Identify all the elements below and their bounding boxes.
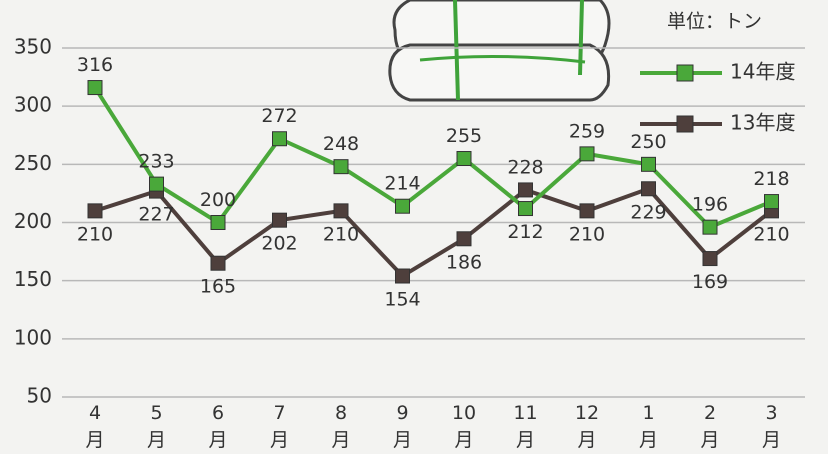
data-marker (333, 159, 349, 175)
data-marker (518, 182, 533, 198)
data-label: 214 (384, 173, 420, 195)
y-tick-label: 100 (14, 325, 52, 349)
data-marker (764, 194, 779, 210)
data-label: 212 (507, 221, 543, 243)
data-marker (395, 268, 410, 284)
data-marker (395, 198, 410, 214)
data-marker (702, 251, 718, 267)
data-label: 210 (77, 223, 113, 245)
data-label: 165 (200, 276, 236, 298)
x-tick-label: 11 月 (513, 402, 537, 451)
data-label: 259 (569, 120, 605, 142)
data-marker (518, 201, 533, 217)
data-marker (149, 176, 164, 192)
y-tick-label: 150 (14, 267, 52, 291)
data-marker (579, 146, 595, 162)
series-line (93, 86, 773, 230)
data-label: 169 (692, 271, 728, 293)
data-label: 229 (630, 201, 666, 223)
data-label: 250 (630, 131, 666, 153)
illustration (388, 0, 611, 102)
y-tick-label: 350 (14, 35, 52, 59)
data-label: 154 (384, 289, 420, 311)
data-label: 227 (138, 204, 174, 226)
data-marker (456, 151, 472, 167)
x-tick-label: 10 月 (452, 402, 476, 451)
y-tick-label: 200 (14, 209, 52, 233)
data-label: 233 (138, 151, 174, 173)
data-label: 248 (323, 133, 359, 155)
data-marker (272, 131, 287, 147)
data-label: 316 (77, 54, 113, 76)
x-tick-label: 12 月 (575, 402, 599, 451)
data-label: 218 (753, 168, 789, 190)
y-tick-label: 250 (14, 151, 52, 175)
legend-swatch (676, 64, 694, 82)
legend-label: 13年度 (730, 111, 795, 135)
y-tick-label: 300 (14, 93, 52, 117)
data-label: 200 (200, 189, 236, 211)
data-marker (210, 255, 226, 271)
data-marker (456, 231, 472, 247)
legend-label: 14年度 (730, 60, 795, 84)
data-marker (87, 203, 103, 219)
data-label: 228 (507, 156, 543, 178)
legend-swatch (676, 115, 694, 133)
data-label: 210 (323, 223, 359, 245)
data-label: 210 (569, 223, 605, 245)
data-label: 272 (261, 105, 297, 127)
data-label: 255 (446, 125, 482, 147)
data-marker (210, 215, 226, 230)
data-marker (333, 203, 349, 219)
unit-label: 単位：トン (667, 11, 762, 33)
series-line (94, 186, 773, 279)
y-tick-label: 50 (27, 384, 52, 408)
data-marker (87, 80, 103, 96)
data-label: 186 (446, 251, 482, 273)
data-label: 210 (753, 223, 789, 245)
data-label: 196 (692, 194, 728, 216)
data-marker (641, 181, 656, 197)
data-marker (641, 156, 656, 172)
data-label: 202 (261, 233, 297, 255)
data-marker (272, 212, 287, 228)
data-marker (702, 219, 718, 235)
data-marker (579, 203, 595, 219)
